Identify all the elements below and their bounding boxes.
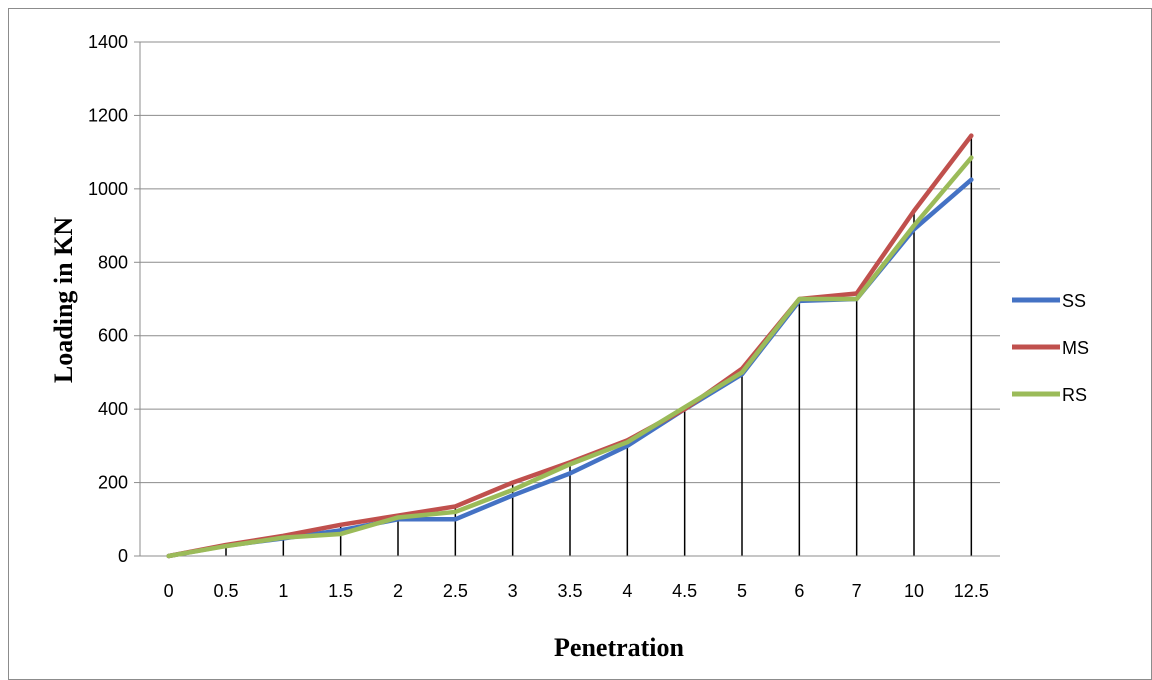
series-lines [166,133,974,559]
legend: SS MS RS [1012,291,1089,405]
x-tick-label: 3 [508,581,518,601]
y-tick-label: 1200 [88,105,128,125]
x-tick-label: 12.5 [954,581,989,601]
x-tick-label: 6 [794,581,804,601]
x-tick-label: 2 [393,581,403,601]
x-tick-label: 1 [278,581,288,601]
y-tick-label: 400 [98,399,128,419]
x-tick-label: 1.5 [328,581,353,601]
y-tick-label: 600 [98,326,128,346]
x-tick-label: 3.5 [557,581,582,601]
x-tick-label: 0 [164,581,174,601]
x-tick-label: 4.5 [672,581,697,601]
legend-label-rs: RS [1062,385,1087,405]
x-tick-label: 10 [904,581,924,601]
y-tick-label: 200 [98,473,128,493]
x-tick-label: 5 [737,581,747,601]
chart-frame [8,8,1152,680]
x-tick-label: 7 [852,581,862,601]
legend-label-ss: SS [1062,291,1086,311]
series-line-rs [166,155,974,559]
legend-label-ms: MS [1062,338,1089,358]
y-tick-label: 1000 [88,179,128,199]
x-tick-labels: 0 0.5 1 1.5 2 2.5 3 3.5 4 4.5 5 6 7 10 12.5 [164,581,989,601]
drop-lines [225,135,973,556]
x-axis-title: Penetration [554,633,685,662]
gridlines [134,41,1000,557]
x-tick-label: 4 [622,581,632,601]
x-tick-label: 2.5 [443,581,468,601]
y-tick-label: 1400 [88,32,128,52]
y-axis-title: Loading in KN [49,217,78,383]
y-tick-labels: 0 200 400 600 800 1000 1200 1400 [88,32,128,566]
y-tick-label: 800 [98,252,128,272]
x-tick-label: 0.5 [213,581,238,601]
axes [139,42,1000,557]
y-tick-label: 0 [118,546,128,566]
